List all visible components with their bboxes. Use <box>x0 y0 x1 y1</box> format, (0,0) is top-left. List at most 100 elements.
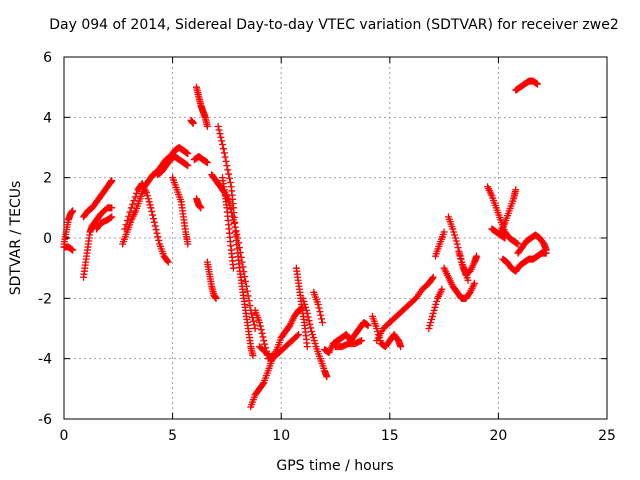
data-point <box>149 215 157 223</box>
data-point <box>223 162 231 170</box>
data-point <box>430 306 438 314</box>
x-tick-label: 10 <box>272 428 290 444</box>
data-point <box>317 311 325 319</box>
data-point <box>452 237 460 245</box>
data-point <box>224 166 232 174</box>
data-point <box>246 302 254 310</box>
data-point <box>133 189 141 197</box>
data-point <box>432 300 440 308</box>
data-point <box>203 159 211 167</box>
data-point <box>318 315 326 323</box>
x-tick-label: 20 <box>489 428 507 444</box>
data-point <box>146 201 154 209</box>
data-point <box>189 119 197 127</box>
x-tick-label: 5 <box>168 428 177 444</box>
y-tick-label: 0 <box>43 231 52 247</box>
data-point <box>153 229 161 237</box>
data-point <box>250 321 258 329</box>
data-point <box>249 317 257 325</box>
data-point <box>215 126 223 134</box>
data-point <box>229 264 237 272</box>
data-point <box>69 246 77 254</box>
data-point <box>130 197 138 205</box>
data-point <box>251 325 259 332</box>
grid-lines <box>64 57 607 419</box>
data-point <box>221 153 229 161</box>
data-point <box>144 195 152 203</box>
data-point <box>300 297 308 305</box>
data-point <box>243 287 251 295</box>
data-point <box>218 137 226 145</box>
y-axis-label: SDTVAR / TECUs <box>8 181 24 296</box>
data-point <box>143 189 151 197</box>
data-point <box>309 334 317 342</box>
data-point <box>429 273 437 281</box>
data-point <box>308 328 316 336</box>
data-point <box>226 178 234 186</box>
data-point <box>152 226 160 234</box>
data-point <box>259 380 267 388</box>
x-tick-label: 0 <box>60 428 69 444</box>
data-point <box>219 145 227 153</box>
data-point <box>456 252 464 260</box>
data-point <box>261 340 269 348</box>
data-point <box>373 325 381 332</box>
data-point <box>126 208 134 216</box>
data-point <box>212 294 220 302</box>
data-point <box>397 343 405 351</box>
data-point <box>501 234 509 242</box>
data-point <box>255 318 263 326</box>
data-point <box>316 308 324 316</box>
data-points <box>60 77 550 411</box>
data-point <box>143 192 151 200</box>
data-point <box>473 252 481 260</box>
data-point <box>426 321 434 329</box>
data-point <box>216 130 224 138</box>
data-point <box>295 331 303 339</box>
data-point <box>108 177 116 185</box>
data-point <box>307 324 315 332</box>
data-point <box>226 174 234 182</box>
data-point <box>123 217 131 225</box>
data-point <box>184 162 192 170</box>
data-point <box>542 246 550 254</box>
y-tick-label: 4 <box>43 110 52 126</box>
data-point <box>69 207 77 215</box>
data-point <box>147 204 155 212</box>
data-point <box>457 255 465 263</box>
y-tick-label: -4 <box>38 352 52 368</box>
data-point <box>293 332 301 340</box>
data-point <box>219 140 227 148</box>
data-point <box>428 274 436 282</box>
data-point <box>440 228 448 236</box>
data-point <box>220 149 228 157</box>
data-point <box>458 258 466 266</box>
data-point <box>364 321 372 329</box>
data-point <box>151 222 159 230</box>
data-point <box>306 320 314 328</box>
data-point <box>127 204 135 212</box>
data-point <box>222 157 230 165</box>
data-point <box>454 244 462 252</box>
data-point <box>308 331 316 339</box>
data-point <box>242 277 250 285</box>
data-point <box>260 337 268 345</box>
data-point <box>314 300 322 308</box>
data-point <box>164 258 172 266</box>
data-point <box>303 343 311 351</box>
data-point <box>203 122 211 130</box>
data-point <box>311 340 319 348</box>
data-point <box>150 218 158 226</box>
data-point <box>429 309 437 317</box>
data-point <box>257 326 265 334</box>
data-point <box>299 294 307 302</box>
x-tick-label: 15 <box>381 428 399 444</box>
data-point <box>433 297 441 305</box>
x-axis-label: GPS time / hours <box>276 458 393 474</box>
data-point <box>121 225 129 233</box>
data-point <box>514 240 522 248</box>
data-point <box>154 233 162 241</box>
data-point <box>197 204 205 212</box>
data-point <box>184 150 192 158</box>
y-tick-label: -6 <box>38 412 52 428</box>
